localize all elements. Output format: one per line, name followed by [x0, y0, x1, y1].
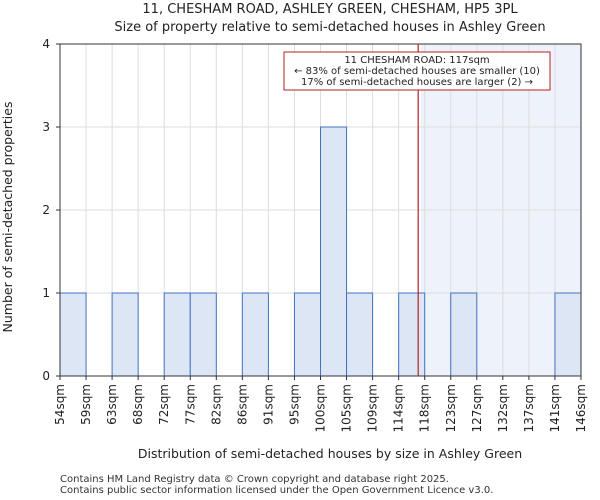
- x-tick-label: 127sqm: [470, 384, 484, 432]
- x-tick-label: 59sqm: [79, 384, 93, 425]
- bar-72sqm: [163, 292, 191, 377]
- x-tick-label: 77sqm: [183, 384, 197, 425]
- bar-86sqm: [241, 292, 269, 377]
- x-tick-label: 105sqm: [340, 384, 354, 432]
- footer-copyright: Contains HM Land Registry data © Crown c…: [60, 474, 449, 485]
- bar-100sqm: [320, 126, 348, 377]
- x-tick-label: 95sqm: [287, 384, 301, 425]
- annotation-line-3: 17% of semi-detached houses are larger (…: [301, 77, 533, 88]
- bar-77sqm: [189, 292, 217, 377]
- x-tick-label: 123sqm: [444, 384, 458, 432]
- x-tick-label: 100sqm: [314, 384, 328, 432]
- y-tick-label: 4: [42, 37, 50, 51]
- annotation-line-2: ← 83% of semi-detached houses are smalle…: [294, 66, 540, 77]
- bar-54sqm: [59, 292, 87, 377]
- x-tick-label: 141sqm: [548, 384, 562, 432]
- bar-123sqm: [450, 292, 478, 377]
- bar-95sqm: [293, 292, 322, 377]
- x-tick-label: 72sqm: [157, 384, 171, 425]
- x-tick-label: 137sqm: [522, 384, 536, 432]
- x-tick-label: 86sqm: [235, 384, 249, 425]
- x-tick-label: 82sqm: [209, 384, 223, 425]
- footer-licence: Contains public sector information licen…: [60, 485, 494, 496]
- bar-105sqm: [346, 292, 374, 377]
- x-tick-label: 68sqm: [131, 384, 145, 425]
- x-tick-label: 109sqm: [366, 384, 380, 432]
- y-axis-label: Number of semi-detached properties: [0, 102, 15, 333]
- y-tick-label: 1: [42, 286, 50, 300]
- x-tick-label: 114sqm: [392, 384, 406, 432]
- annotation-line-1: 11 CHESHAM ROAD: 117sqm: [344, 55, 489, 66]
- annotation-box: [283, 51, 551, 91]
- x-tick-label: 63sqm: [105, 384, 119, 425]
- x-tick-label: 132sqm: [496, 384, 510, 432]
- bar-63sqm: [111, 292, 139, 377]
- x-tick-label: 118sqm: [418, 384, 432, 432]
- x-tick-label: 146sqm: [574, 384, 588, 432]
- x-tick-label: 91sqm: [261, 384, 275, 425]
- x-axis-label: Distribution of semi-detached houses by …: [138, 446, 522, 461]
- y-tick-label: 2: [42, 203, 50, 217]
- chart-subtitle: Size of property relative to semi-detach…: [114, 20, 545, 35]
- bar-141sqm: [554, 292, 582, 377]
- bar-114sqm: [398, 292, 426, 377]
- y-tick-label: 0: [42, 369, 50, 383]
- y-tick-label: 3: [42, 120, 50, 134]
- x-tick-label: 54sqm: [53, 384, 67, 425]
- chart-title: 11, CHESHAM ROAD, ASHLEY GREEN, CHESHAM,…: [142, 2, 518, 17]
